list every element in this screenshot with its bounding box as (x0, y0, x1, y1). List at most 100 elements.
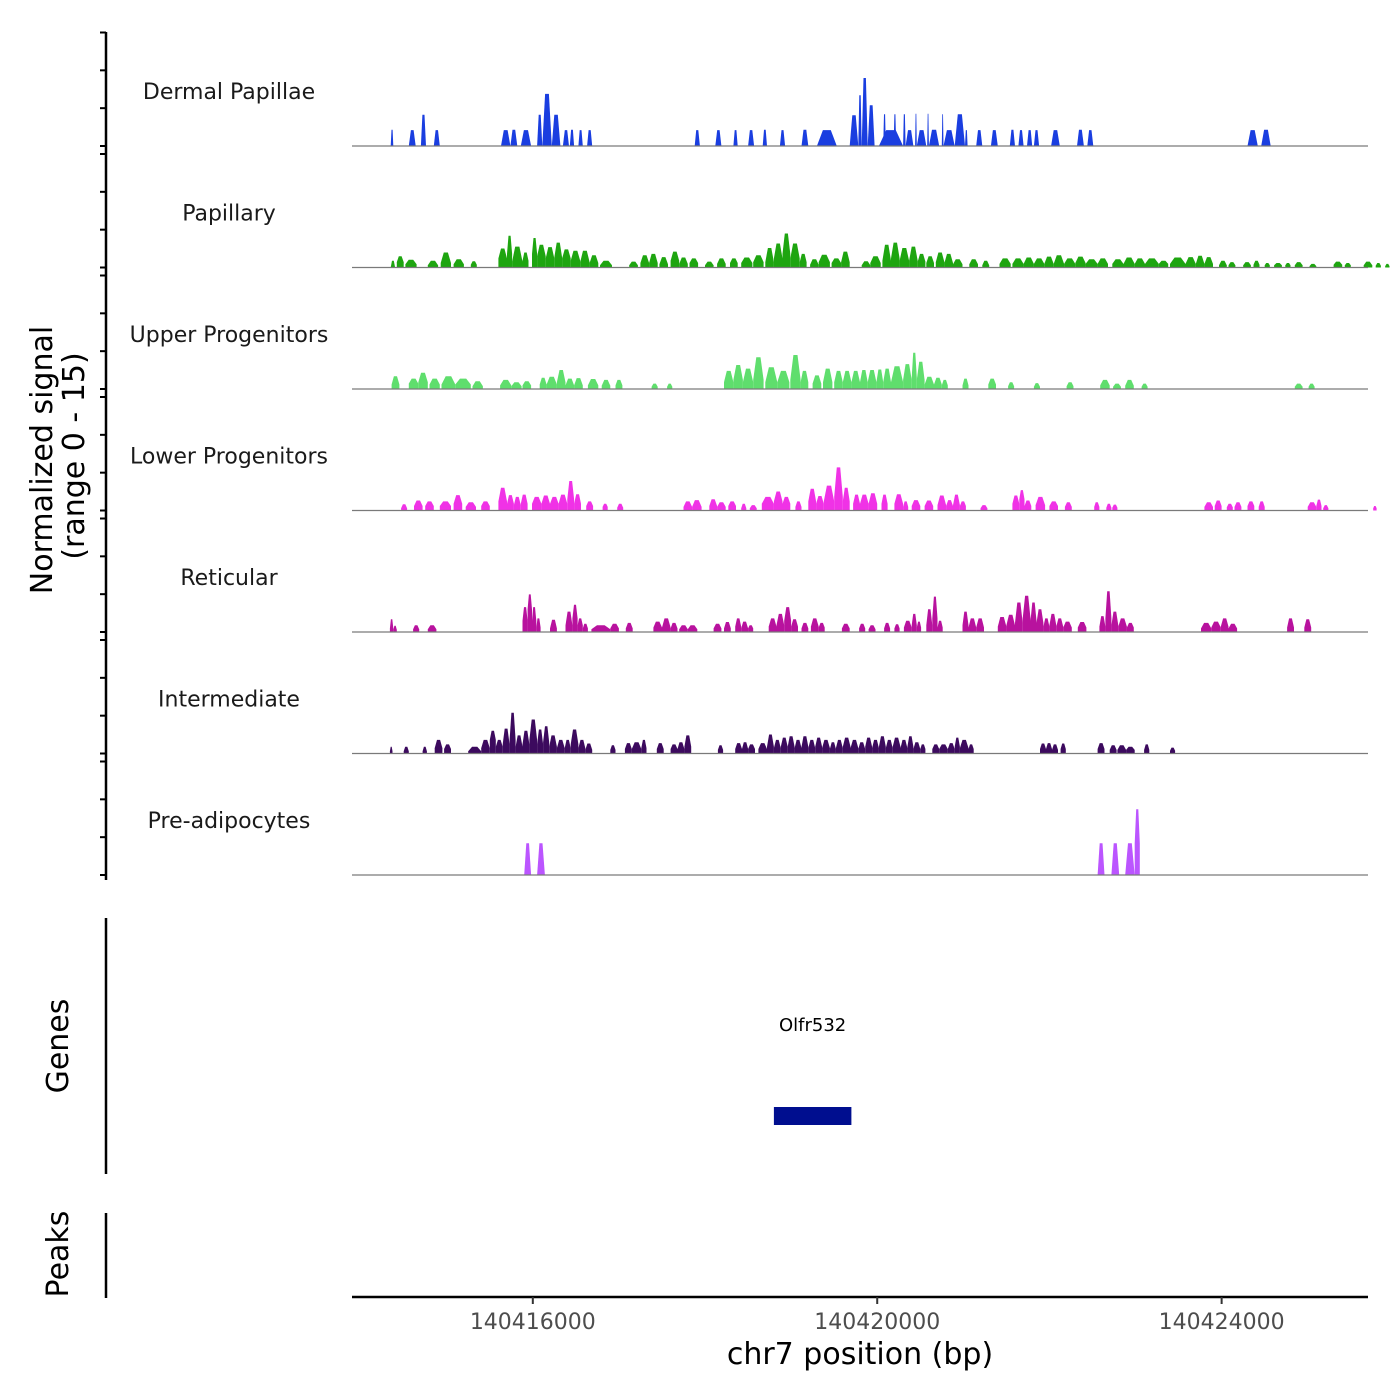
signal-area (794, 739, 802, 754)
signal-area (924, 376, 934, 389)
signal-area (849, 115, 859, 146)
signal-area (649, 253, 658, 268)
signal-area (390, 129, 394, 146)
signal-area (601, 379, 611, 389)
signal-area (470, 261, 477, 268)
signal-area (1258, 501, 1265, 511)
signal-area (858, 95, 862, 146)
signal-area (911, 352, 917, 389)
signal-area (779, 130, 786, 146)
signal-area (413, 625, 420, 632)
signal-area (578, 130, 583, 146)
signal-area (572, 604, 578, 632)
signal-area (748, 130, 755, 146)
signal-area (1085, 259, 1098, 268)
x-tick-label: 140416000 (470, 1310, 596, 1335)
signal-area (928, 129, 940, 146)
signal-area (881, 494, 888, 511)
signal-area (997, 617, 1007, 632)
signal-area (741, 621, 749, 632)
signal-area (911, 613, 917, 632)
signal-area (509, 712, 516, 754)
signal-area (903, 620, 912, 632)
signal-area (959, 501, 966, 511)
signal-area (541, 495, 550, 511)
signal-area (810, 618, 819, 632)
signal-area (502, 728, 510, 754)
signal-area (715, 130, 722, 146)
signal-area (550, 619, 557, 632)
signal-area (1111, 611, 1119, 632)
signal-area (741, 257, 753, 268)
signal-area (816, 496, 824, 511)
signal-area (1144, 744, 1150, 754)
signal-area (795, 501, 802, 511)
signal-area (926, 609, 933, 632)
signal-area (776, 613, 785, 632)
signal-area (1094, 502, 1100, 511)
signal-area (522, 607, 528, 632)
signal-area (1126, 622, 1134, 632)
signal-area (1219, 260, 1227, 268)
signal-area (1009, 129, 1015, 146)
signal-area (1226, 503, 1233, 511)
signal-area (953, 494, 960, 511)
signal-area (1125, 379, 1134, 389)
signal-area (1099, 616, 1106, 632)
signal-area (507, 495, 514, 511)
signal-area (520, 130, 532, 146)
signal-area (937, 620, 943, 632)
signal-area (748, 625, 754, 632)
signal-area (1316, 499, 1322, 511)
signal-area (692, 500, 702, 511)
signal-area (1234, 502, 1242, 511)
signal-area (753, 255, 764, 268)
signal-area (591, 625, 611, 632)
signal-area (670, 744, 678, 754)
signal-area (582, 623, 588, 632)
signal-area (944, 253, 953, 268)
signal-area (1023, 257, 1034, 268)
signal-area (815, 737, 823, 754)
signal-area (954, 114, 965, 146)
signal-area (587, 130, 593, 146)
signal-area (765, 248, 774, 268)
signal-area (927, 113, 929, 146)
signal-area (808, 488, 817, 511)
signal-area (444, 744, 451, 754)
signal-area (800, 370, 809, 389)
signal-area (851, 370, 860, 389)
signal-area (1019, 490, 1025, 511)
signal-area (790, 355, 801, 389)
signal-area (1201, 622, 1212, 632)
signal-area (551, 114, 561, 146)
signal-area (834, 370, 843, 389)
signal-area (742, 742, 749, 754)
signal-area (498, 487, 507, 511)
signal-area (532, 607, 537, 632)
signal-axis-title-line2: (range 0 - 15) (57, 352, 92, 559)
signal-axis-title-line1: Normalized signal (25, 326, 60, 594)
signal-area (818, 254, 830, 268)
track-label: Pre-adipocytes (148, 809, 311, 834)
signal-area (860, 370, 868, 389)
signal-area (1274, 263, 1282, 268)
signal-area (1134, 258, 1145, 268)
signal-area (724, 622, 731, 632)
signal-area (1111, 843, 1120, 875)
signal-area (916, 361, 925, 389)
signal-area (962, 378, 969, 389)
signal-area (396, 256, 404, 268)
signal-area (894, 494, 904, 511)
signal-area (1049, 613, 1057, 632)
signal-area (1253, 260, 1260, 268)
signal-area (867, 105, 875, 146)
signal-area (982, 260, 990, 268)
signal-area (926, 256, 934, 268)
signal-area (1030, 602, 1037, 632)
signal-area (564, 739, 571, 754)
signal-area (677, 742, 685, 754)
signal-area (808, 739, 816, 754)
signal-area (1106, 503, 1112, 511)
signal-area (980, 505, 988, 511)
